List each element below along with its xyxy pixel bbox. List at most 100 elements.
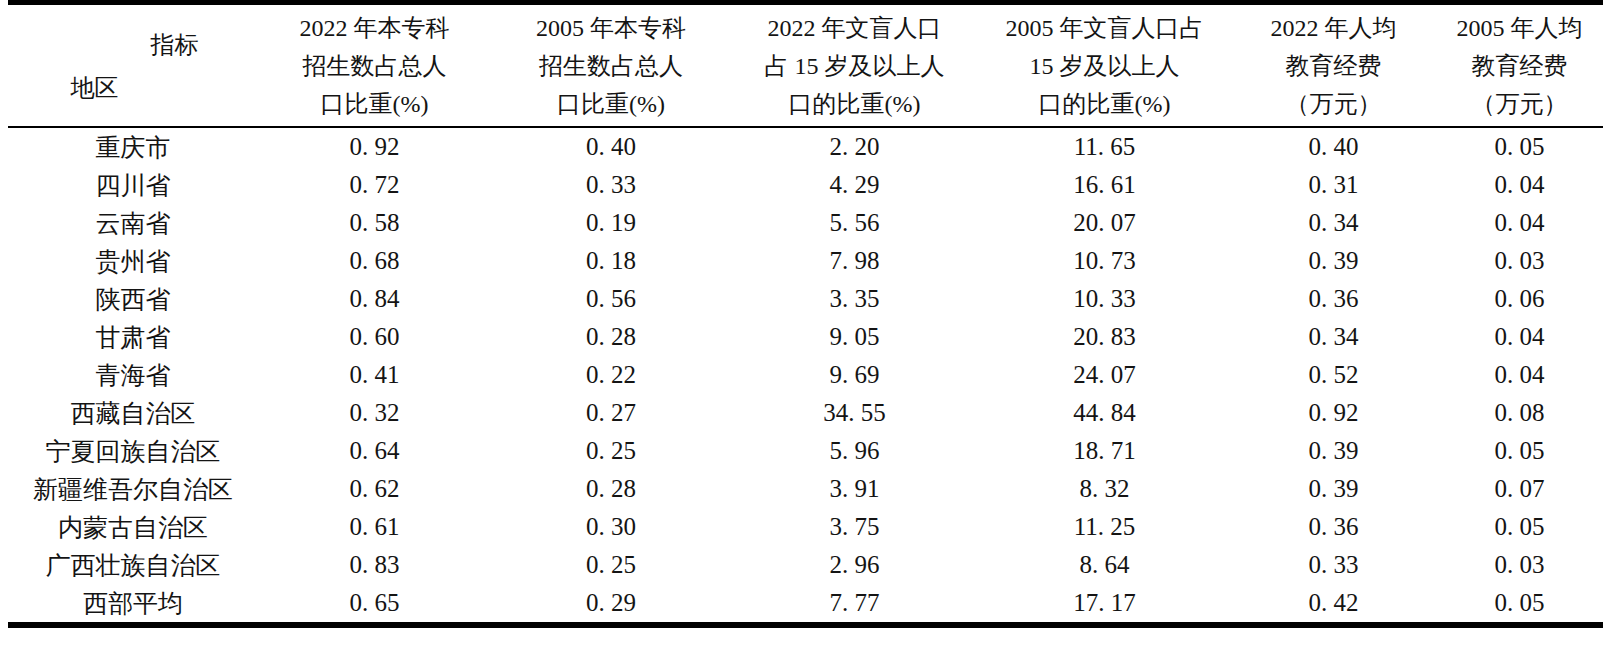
region-cell: 甘肃省 <box>8 318 258 356</box>
region-cell: 内蒙古自治区 <box>8 508 258 546</box>
header-row: 指标 地区 2022 年本专科 招生数占总人 口比重(%) 2005 年本专科 … <box>8 3 1603 128</box>
table-row: 贵州省 0. 68 0. 18 7. 98 10. 73 0. 39 0. 03 <box>8 242 1603 280</box>
value-cell: 0. 92 <box>258 127 491 166</box>
value-cell: 0. 84 <box>258 280 491 318</box>
value-cell: 0. 04 <box>1436 166 1603 204</box>
value-cell: 0. 33 <box>1231 546 1436 584</box>
value-cell: 0. 56 <box>491 280 731 318</box>
value-cell: 16. 61 <box>978 166 1231 204</box>
value-cell: 3. 91 <box>731 470 978 508</box>
value-cell: 0. 03 <box>1436 242 1603 280</box>
value-cell: 0. 41 <box>258 356 491 394</box>
value-cell: 0. 61 <box>258 508 491 546</box>
column-header-2005-education-funds: 2005 年人均 教育经费 （万元） <box>1436 3 1603 128</box>
table-row: 青海省 0. 41 0. 22 9. 69 24. 07 0. 52 0. 04 <box>8 356 1603 394</box>
value-cell: 24. 07 <box>978 356 1231 394</box>
paper-page: 指标 地区 2022 年本专科 招生数占总人 口比重(%) 2005 年本专科 … <box>0 0 1611 645</box>
value-cell: 0. 40 <box>1231 127 1436 166</box>
table-row: 重庆市 0. 92 0. 40 2. 20 11. 65 0. 40 0. 05 <box>8 127 1603 166</box>
region-cell: 贵州省 <box>8 242 258 280</box>
value-cell: 11. 25 <box>978 508 1231 546</box>
value-cell: 0. 36 <box>1231 280 1436 318</box>
column-header-2005-illiteracy: 2005 年文盲人口占 15 岁及以上人 口的比重(%) <box>978 3 1231 128</box>
value-cell: 7. 77 <box>731 584 978 625</box>
value-cell: 0. 25 <box>491 432 731 470</box>
value-cell: 0. 42 <box>1231 584 1436 625</box>
column-header-2022-illiteracy: 2022 年文盲人口 占 15 岁及以上人 口的比重(%) <box>731 3 978 128</box>
table-row: 内蒙古自治区 0. 61 0. 30 3. 75 11. 25 0. 36 0.… <box>8 508 1603 546</box>
value-cell: 0. 64 <box>258 432 491 470</box>
value-cell: 3. 75 <box>731 508 978 546</box>
region-cell: 广西壮族自治区 <box>8 546 258 584</box>
value-cell: 0. 33 <box>491 166 731 204</box>
value-cell: 5. 96 <box>731 432 978 470</box>
value-cell: 44. 84 <box>978 394 1231 432</box>
value-cell: 9. 05 <box>731 318 978 356</box>
table-row: 宁夏回族自治区 0. 64 0. 25 5. 96 18. 71 0. 39 0… <box>8 432 1603 470</box>
column-header-2005-enrollment: 2005 年本专科 招生数占总人 口比重(%) <box>491 3 731 128</box>
value-cell: 0. 27 <box>491 394 731 432</box>
value-cell: 0. 68 <box>258 242 491 280</box>
value-cell: 0. 04 <box>1436 318 1603 356</box>
value-cell: 10. 33 <box>978 280 1231 318</box>
value-cell: 0. 28 <box>491 318 731 356</box>
education-statistics-table: 指标 地区 2022 年本专科 招生数占总人 口比重(%) 2005 年本专科 … <box>8 0 1603 628</box>
value-cell: 0. 39 <box>1231 432 1436 470</box>
value-cell: 0. 65 <box>258 584 491 625</box>
region-cell: 西部平均 <box>8 584 258 625</box>
value-cell: 0. 29 <box>491 584 731 625</box>
column-header-2022-education-funds: 2022 年人均 教育经费 （万元） <box>1231 3 1436 128</box>
value-cell: 0. 92 <box>1231 394 1436 432</box>
value-cell: 9. 69 <box>731 356 978 394</box>
value-cell: 0. 22 <box>491 356 731 394</box>
table-row: 新疆维吾尔自治区 0. 62 0. 28 3. 91 8. 32 0. 39 0… <box>8 470 1603 508</box>
value-cell: 8. 64 <box>978 546 1231 584</box>
value-cell: 0. 05 <box>1436 584 1603 625</box>
value-cell: 5. 56 <box>731 204 978 242</box>
table-row: 四川省 0. 72 0. 33 4. 29 16. 61 0. 31 0. 04 <box>8 166 1603 204</box>
table-row: 广西壮族自治区 0. 83 0. 25 2. 96 8. 64 0. 33 0.… <box>8 546 1603 584</box>
table-row: 陕西省 0. 84 0. 56 3. 35 10. 33 0. 36 0. 06 <box>8 280 1603 318</box>
column-header-2022-enrollment: 2022 年本专科 招生数占总人 口比重(%) <box>258 3 491 128</box>
table-header: 指标 地区 2022 年本专科 招生数占总人 口比重(%) 2005 年本专科 … <box>8 3 1603 128</box>
value-cell: 0. 05 <box>1436 508 1603 546</box>
value-cell: 0. 18 <box>491 242 731 280</box>
value-cell: 17. 17 <box>978 584 1231 625</box>
value-cell: 18. 71 <box>978 432 1231 470</box>
value-cell: 0. 07 <box>1436 470 1603 508</box>
value-cell: 34. 55 <box>731 394 978 432</box>
region-cell: 重庆市 <box>8 127 258 166</box>
value-cell: 0. 04 <box>1436 204 1603 242</box>
region-cell: 四川省 <box>8 166 258 204</box>
value-cell: 4. 29 <box>731 166 978 204</box>
value-cell: 0. 72 <box>258 166 491 204</box>
value-cell: 0. 62 <box>258 470 491 508</box>
value-cell: 0. 08 <box>1436 394 1603 432</box>
table-row: 西部平均 0. 65 0. 29 7. 77 17. 17 0. 42 0. 0… <box>8 584 1603 625</box>
value-cell: 0. 34 <box>1231 204 1436 242</box>
value-cell: 7. 98 <box>731 242 978 280</box>
corner-indicator-label: 指标 <box>151 32 199 58</box>
region-cell: 云南省 <box>8 204 258 242</box>
value-cell: 0. 40 <box>491 127 731 166</box>
value-cell: 0. 19 <box>491 204 731 242</box>
value-cell: 10. 73 <box>978 242 1231 280</box>
corner-region-label: 地区 <box>71 75 119 101</box>
region-cell: 青海省 <box>8 356 258 394</box>
table-row: 云南省 0. 58 0. 19 5. 56 20. 07 0. 34 0. 04 <box>8 204 1603 242</box>
value-cell: 0. 39 <box>1231 470 1436 508</box>
value-cell: 2. 20 <box>731 127 978 166</box>
region-cell: 宁夏回族自治区 <box>8 432 258 470</box>
value-cell: 20. 83 <box>978 318 1231 356</box>
value-cell: 0. 05 <box>1436 127 1603 166</box>
value-cell: 0. 30 <box>491 508 731 546</box>
region-cell: 西藏自治区 <box>8 394 258 432</box>
value-cell: 0. 05 <box>1436 432 1603 470</box>
value-cell: 0. 03 <box>1436 546 1603 584</box>
value-cell: 0. 28 <box>491 470 731 508</box>
corner-header-cell: 指标 地区 <box>8 3 258 128</box>
region-cell: 陕西省 <box>8 280 258 318</box>
table-body: 重庆市 0. 92 0. 40 2. 20 11. 65 0. 40 0. 05… <box>8 127 1603 625</box>
value-cell: 8. 32 <box>978 470 1231 508</box>
value-cell: 0. 83 <box>258 546 491 584</box>
